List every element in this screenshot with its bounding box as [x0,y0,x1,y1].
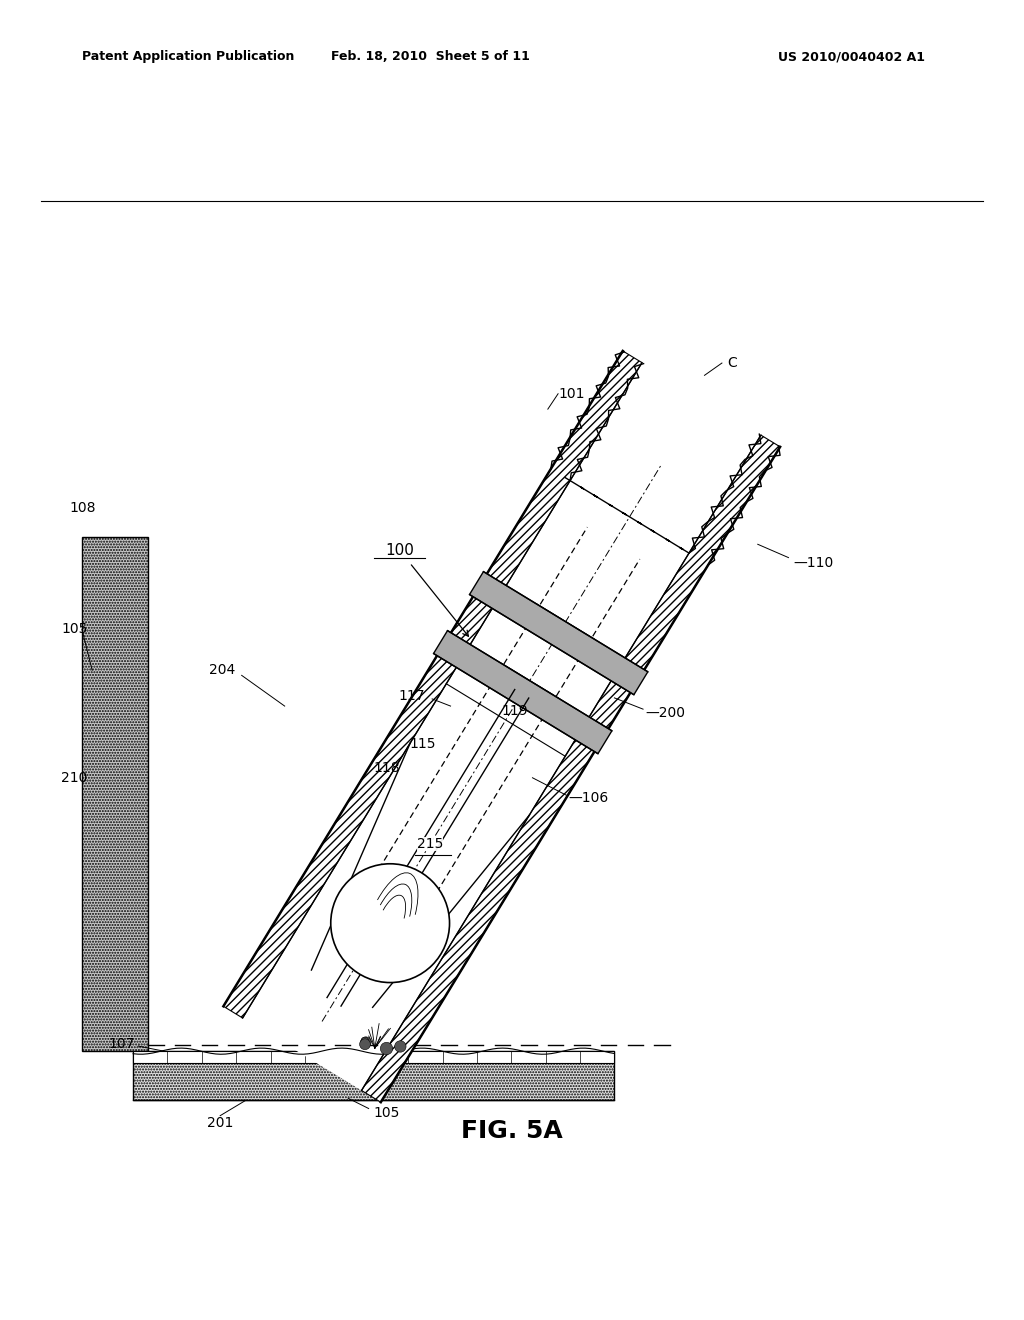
Text: 204: 204 [209,663,236,677]
Text: US 2010/0040402 A1: US 2010/0040402 A1 [778,50,926,63]
Text: —200: —200 [645,706,685,721]
Polygon shape [433,631,612,754]
Text: 107: 107 [109,1038,135,1051]
Text: Patent Application Publication: Patent Application Publication [82,50,294,63]
Circle shape [360,1036,371,1047]
Text: 210: 210 [61,771,88,785]
Polygon shape [469,572,648,694]
Circle shape [380,1043,393,1055]
Text: 118: 118 [374,760,400,775]
Text: Feb. 18, 2010  Sheet 5 of 11: Feb. 18, 2010 Sheet 5 of 11 [331,50,529,63]
Text: C: C [727,356,737,370]
Text: 100: 100 [385,543,414,557]
Polygon shape [243,363,761,1090]
Text: 201: 201 [207,1115,233,1130]
Text: FIG. 5A: FIG. 5A [461,1119,563,1143]
Circle shape [331,863,450,982]
Circle shape [361,1038,369,1044]
Text: 101: 101 [558,387,585,401]
Text: 108: 108 [70,502,96,515]
Polygon shape [361,436,780,1102]
Text: —110: —110 [794,556,834,570]
Text: 115: 115 [410,737,436,751]
Text: —106: —106 [568,791,608,805]
Circle shape [394,1040,407,1052]
Circle shape [359,1039,371,1049]
Polygon shape [133,1051,614,1101]
Text: 215: 215 [417,837,443,851]
Polygon shape [223,351,642,1018]
Text: 105: 105 [374,1106,400,1119]
Text: 119: 119 [502,704,528,718]
Text: 117: 117 [398,689,425,702]
Text: 105: 105 [61,622,88,636]
Polygon shape [133,1051,614,1064]
Polygon shape [82,537,148,1051]
